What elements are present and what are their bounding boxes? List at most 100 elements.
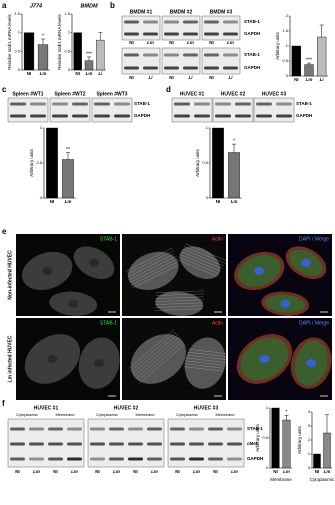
y-tick-label: 0.5	[36, 160, 42, 165]
fiber	[183, 246, 226, 264]
blot-band	[147, 427, 162, 431]
blot-band	[223, 53, 238, 57]
blot-band	[10, 457, 25, 461]
lane-label: NI	[129, 40, 134, 45]
lane-label: NI	[133, 469, 138, 474]
blot-band	[189, 457, 204, 461]
blot-band	[170, 442, 185, 446]
fiber	[133, 336, 180, 377]
fiber	[177, 256, 220, 274]
y-tick-label: 1	[206, 125, 209, 130]
error-bar	[307, 62, 311, 65]
fiber	[125, 247, 173, 272]
lane-label: Li	[229, 75, 234, 80]
blot-band	[204, 32, 219, 36]
blot-band	[256, 102, 272, 106]
fiber	[128, 329, 175, 369]
y-axis-label: Relative stab1 mRNA levels	[57, 13, 62, 69]
y-tick-label: 2	[286, 13, 289, 18]
fiber	[185, 357, 227, 363]
fiber	[185, 360, 226, 366]
blot-band	[48, 442, 63, 446]
blot-band	[204, 20, 219, 24]
x-tick-label: Lm	[86, 71, 93, 76]
x-tick-label: NI	[50, 199, 55, 204]
lane-label: NI	[213, 469, 218, 474]
blot-membrane	[121, 47, 161, 75]
panel-label: d	[166, 85, 171, 94]
significance-label: *	[286, 410, 288, 416]
blot-band	[10, 102, 26, 106]
blot-group-label: HUVEC #1	[180, 91, 205, 97]
blot-band	[183, 53, 198, 57]
lane-label: NI	[53, 469, 58, 474]
blot-band	[174, 114, 190, 118]
chart-title: J774	[30, 3, 42, 9]
y-tick-label: 0.5	[282, 58, 288, 63]
blot-group-label: HUVEC #3	[194, 405, 219, 411]
fiber	[156, 290, 205, 293]
error-bar	[284, 414, 289, 420]
blot-band	[114, 114, 130, 118]
blot-band	[223, 20, 238, 24]
blot-band	[227, 427, 242, 431]
x-tick-label: Lm	[231, 199, 238, 204]
x-tick-label: NI	[216, 199, 221, 204]
blot-band	[29, 427, 44, 431]
bar	[323, 432, 331, 469]
blot-band	[164, 32, 179, 36]
error-bar	[232, 143, 236, 153]
x-tick-label: Lm	[65, 199, 72, 204]
blot-group-label: Spleen #WT1	[12, 91, 43, 97]
blot-band	[215, 114, 231, 118]
blot-membrane	[201, 47, 241, 75]
bar	[291, 45, 301, 77]
blot-band	[10, 427, 25, 431]
blot-membrane	[253, 97, 295, 123]
blot-band	[48, 457, 63, 461]
y-axis-label: Arbitrary units	[297, 425, 302, 454]
panel-label: b	[110, 1, 115, 10]
y-tick-label: 0	[206, 195, 209, 200]
bar	[228, 152, 240, 199]
channel-label: STAB-1	[100, 236, 117, 242]
band-label: GAPDH	[296, 113, 312, 118]
lane-label: Lm	[187, 40, 194, 45]
blot-membrane	[201, 15, 241, 41]
nucleus	[259, 355, 270, 363]
blot-band	[227, 457, 242, 461]
blot-band	[223, 32, 238, 36]
fraction-label: Membrane	[215, 412, 235, 417]
fiber	[186, 354, 227, 360]
lane-label: NI	[209, 40, 214, 45]
y-tick-label: 4	[308, 409, 311, 414]
band-label: GAPDH	[247, 456, 263, 461]
blot-band	[143, 66, 158, 70]
bar	[73, 32, 82, 71]
panel-label: c	[2, 85, 7, 94]
fiber	[155, 293, 205, 296]
significance-label: *	[42, 33, 44, 39]
nucleus	[47, 355, 58, 363]
panel-label: e	[2, 227, 7, 236]
fiber	[138, 344, 185, 384]
lane-label: Lm	[71, 469, 78, 474]
blot-band	[194, 102, 210, 106]
bar	[46, 127, 58, 199]
fiber	[154, 308, 203, 311]
blot-band	[194, 114, 210, 118]
blot-band	[204, 66, 219, 70]
bar	[317, 36, 327, 77]
band-label: STAB-1	[134, 101, 150, 106]
blot-band	[72, 102, 88, 106]
band-label: cMet	[247, 441, 258, 446]
blot-band	[52, 102, 68, 106]
fiber	[129, 259, 177, 283]
fiber	[137, 341, 184, 382]
blot-band	[170, 427, 185, 431]
blot-band	[223, 66, 238, 70]
band-label: STAB-1	[244, 19, 260, 24]
blot-group-label: HUVEC #2	[221, 91, 246, 97]
